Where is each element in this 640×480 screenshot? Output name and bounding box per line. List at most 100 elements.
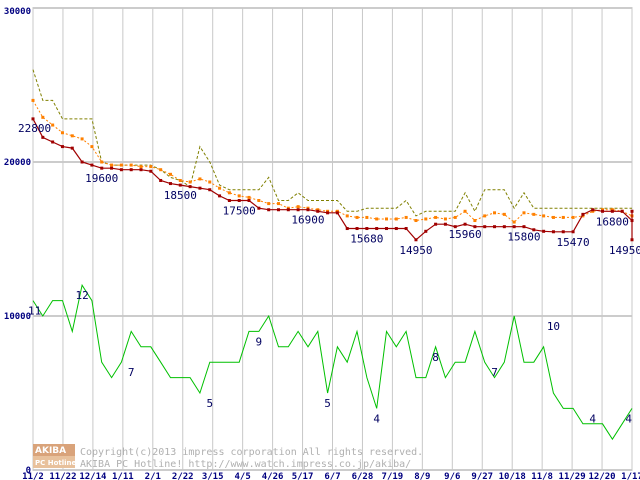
data-point-lowest-price — [532, 228, 536, 232]
data-point-lowest-price — [178, 183, 182, 187]
price-label: 16900 — [291, 214, 324, 227]
y-axis: 30000 20000 10000 0 — [4, 7, 31, 476]
data-point-average-price — [286, 206, 290, 210]
data-point-lowest-price — [424, 229, 428, 233]
data-point-average-price — [129, 163, 133, 167]
logo-top-text: AKIBA — [35, 446, 66, 456]
data-point-average-price — [345, 214, 349, 218]
data-point-average-price — [522, 211, 526, 215]
x-tick-label: 9/27 — [471, 472, 493, 480]
copyright-watermark: AKIBA PC Hotline! Copyright(c)2013 impre… — [33, 444, 423, 470]
data-point-lowest-price — [630, 219, 634, 223]
data-point-average-price — [404, 215, 408, 219]
data-point-average-price — [493, 211, 497, 215]
price-label: 19600 — [85, 172, 118, 185]
x-tick-label: 2/1 — [145, 472, 161, 480]
price-label: 18500 — [164, 189, 197, 202]
data-point-lowest-price — [139, 168, 143, 172]
data-point-average-price — [512, 220, 516, 224]
x-tick-label: 9/6 — [444, 472, 460, 480]
data-point-lowest-price — [159, 178, 163, 182]
data-point-lowest-price — [493, 225, 497, 229]
data-point-average-price — [227, 191, 231, 195]
x-tick-label: 1/11 — [112, 472, 134, 480]
data-point-lowest-price — [129, 168, 133, 172]
data-point-lowest-price — [404, 227, 408, 231]
data-point-average-price — [551, 215, 555, 219]
price-label: 14950 — [399, 244, 432, 257]
data-point-average-price — [198, 177, 202, 181]
watermark-url: AKIBA PC Hotline! http://www.watch.impre… — [80, 459, 411, 470]
price-label: 15800 — [507, 231, 540, 244]
data-point-lowest-price — [502, 225, 506, 229]
data-point-lowest-price — [630, 238, 634, 242]
data-point-average-price — [31, 98, 35, 102]
data-point-lowest-price — [247, 199, 251, 202]
count-label: 10 — [547, 320, 560, 333]
price-label: 16800 — [596, 215, 629, 228]
x-tick-label: 5/17 — [292, 472, 314, 480]
data-point-average-price — [424, 217, 428, 221]
data-point-average-price — [188, 180, 192, 184]
x-axis: 11/2 11/22 12/14 1/11 2/1 2/22 3/15 4/5 4/26 5/17… — [22, 472, 640, 480]
data-point-lowest-price — [188, 185, 192, 189]
data-point-lowest-price — [542, 229, 546, 233]
count-label: 4 — [625, 412, 632, 425]
data-point-lowest-price — [610, 209, 614, 213]
data-point-lowest-price — [100, 166, 104, 170]
data-point-lowest-price — [375, 227, 379, 231]
x-tick-label: 11/2 — [22, 472, 44, 480]
data-point-lowest-price — [31, 117, 35, 121]
data-point-lowest-price — [119, 168, 123, 172]
data-point-lowest-price — [80, 160, 84, 164]
x-tick-label: 8/9 — [414, 472, 430, 480]
data-point-average-price — [60, 131, 64, 135]
data-point-average-price — [80, 137, 84, 141]
data-point-average-price — [41, 115, 45, 119]
data-point-average-price — [434, 215, 438, 219]
data-point-average-price — [502, 212, 506, 216]
data-point-average-price — [453, 215, 457, 219]
data-point-average-price — [316, 208, 320, 212]
data-point-lowest-price — [591, 208, 595, 212]
series-line-shop-count — [32, 283, 633, 441]
data-point-average-price — [463, 209, 467, 213]
x-tick-label: 6/7 — [324, 472, 340, 480]
y-tick-label: 0 — [26, 466, 31, 476]
x-tick-label: 10/18 — [499, 472, 526, 480]
data-point-lowest-price — [355, 227, 359, 231]
y-tick-label: 20000 — [4, 158, 31, 168]
count-label: 7 — [491, 366, 498, 379]
data-point-lowest-price — [267, 208, 271, 212]
y-tick-label: 10000 — [4, 312, 31, 322]
data-point-lowest-price — [335, 211, 339, 215]
data-point-lowest-price — [620, 209, 624, 213]
data-point-lowest-price — [60, 145, 64, 149]
x-tick-label: 12/20 — [589, 472, 616, 480]
data-point-average-price — [542, 214, 546, 218]
x-tick-label: 1/17 — [621, 472, 640, 480]
price-label: 14950 — [609, 244, 640, 257]
x-tick-label: 11/29 — [559, 472, 586, 480]
data-point-lowest-price — [601, 209, 605, 213]
data-point-lowest-price — [551, 230, 555, 234]
x-tick-label: 2/22 — [172, 472, 194, 480]
data-point-average-price — [591, 209, 595, 213]
data-point-lowest-price — [345, 227, 349, 231]
price-label: 17500 — [223, 205, 256, 218]
data-point-lowest-price — [326, 211, 330, 215]
x-tick-label: 11/22 — [49, 472, 76, 480]
data-point-lowest-price — [561, 230, 565, 234]
data-point-lowest-price — [385, 227, 389, 231]
series-line-max-price — [32, 69, 632, 217]
data-point-average-price — [110, 163, 114, 167]
data-point-average-price — [247, 195, 251, 199]
data-point-lowest-price — [276, 208, 280, 212]
data-point-lowest-price — [70, 146, 74, 150]
data-point-average-price — [139, 165, 143, 169]
data-point-average-price — [208, 180, 212, 184]
price-label: 15470 — [557, 236, 590, 249]
price-label: 15960 — [449, 228, 482, 241]
count-label: 12 — [75, 289, 88, 302]
